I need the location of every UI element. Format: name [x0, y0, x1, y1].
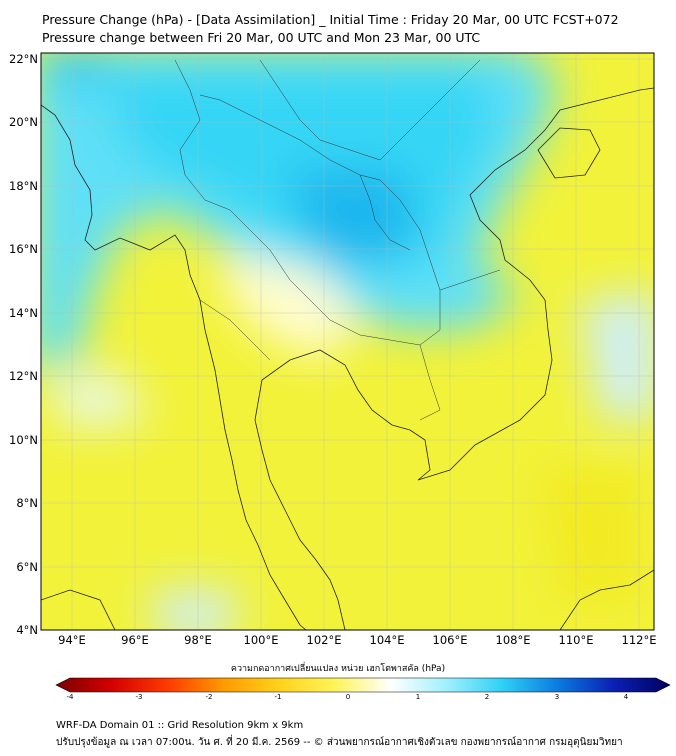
lat-label: 22°N	[9, 52, 38, 66]
colorbar-tick: -3	[135, 693, 143, 701]
lat-label: 4°N	[16, 623, 38, 637]
lat-label: 8°N	[16, 496, 38, 510]
lon-label: 102°E	[306, 633, 342, 647]
colorbar	[55, 677, 671, 693]
lat-label: 16°N	[9, 242, 38, 256]
lon-label: 112°E	[621, 633, 657, 647]
lat-label: 6°N	[16, 560, 38, 574]
pressure-change-map	[40, 52, 671, 693]
footer-credit: ปรับปรุงข้อมูล ณ เวลา 07:00น. วัน ศ. ที่…	[56, 737, 623, 748]
lat-label: 12°N	[9, 369, 38, 383]
lon-label: 108°E	[495, 633, 531, 647]
graticule	[41, 53, 654, 630]
lon-label: 96°E	[121, 633, 149, 647]
colorbar-tick: 0	[345, 693, 351, 701]
colorbar-title: ความกดอากาศเปลี่ยนแปลง หน่วย เฮกโตพาสคัล…	[230, 664, 446, 674]
colorbar-tick: -1	[274, 693, 282, 701]
footer-model-info: WRF-DA Domain 01 :: Grid Resolution 9km …	[56, 720, 304, 731]
map-title: Pressure Change (hPa) - [Data Assimilati…	[42, 12, 619, 27]
map-subtitle: Pressure change between Fri 20 Mar, 00 U…	[42, 30, 481, 45]
lon-label: 100°E	[243, 633, 279, 647]
lat-label: 14°N	[9, 306, 38, 320]
colorbar-tick: 2	[484, 693, 490, 701]
colorbar-tick: -2	[205, 693, 213, 701]
lon-label: 104°E	[369, 633, 405, 647]
map-frame	[40, 52, 655, 631]
lon-label: 94°E	[58, 633, 86, 647]
lon-label: 98°E	[184, 633, 212, 647]
lon-label: 110°E	[558, 633, 594, 647]
colorbar-tick: 1	[415, 693, 421, 701]
pressure-field	[41, 53, 654, 630]
coastlines	[41, 87, 654, 630]
lat-label: 18°N	[9, 179, 38, 193]
lat-label: 20°N	[9, 115, 38, 129]
country-borders	[174, 59, 501, 421]
lon-label: 106°E	[432, 633, 468, 647]
colorbar-tick: -4	[66, 693, 74, 701]
colorbar-tick: 3	[554, 693, 560, 701]
lat-label: 10°N	[9, 433, 38, 447]
colorbar-tick: 4	[623, 693, 629, 701]
